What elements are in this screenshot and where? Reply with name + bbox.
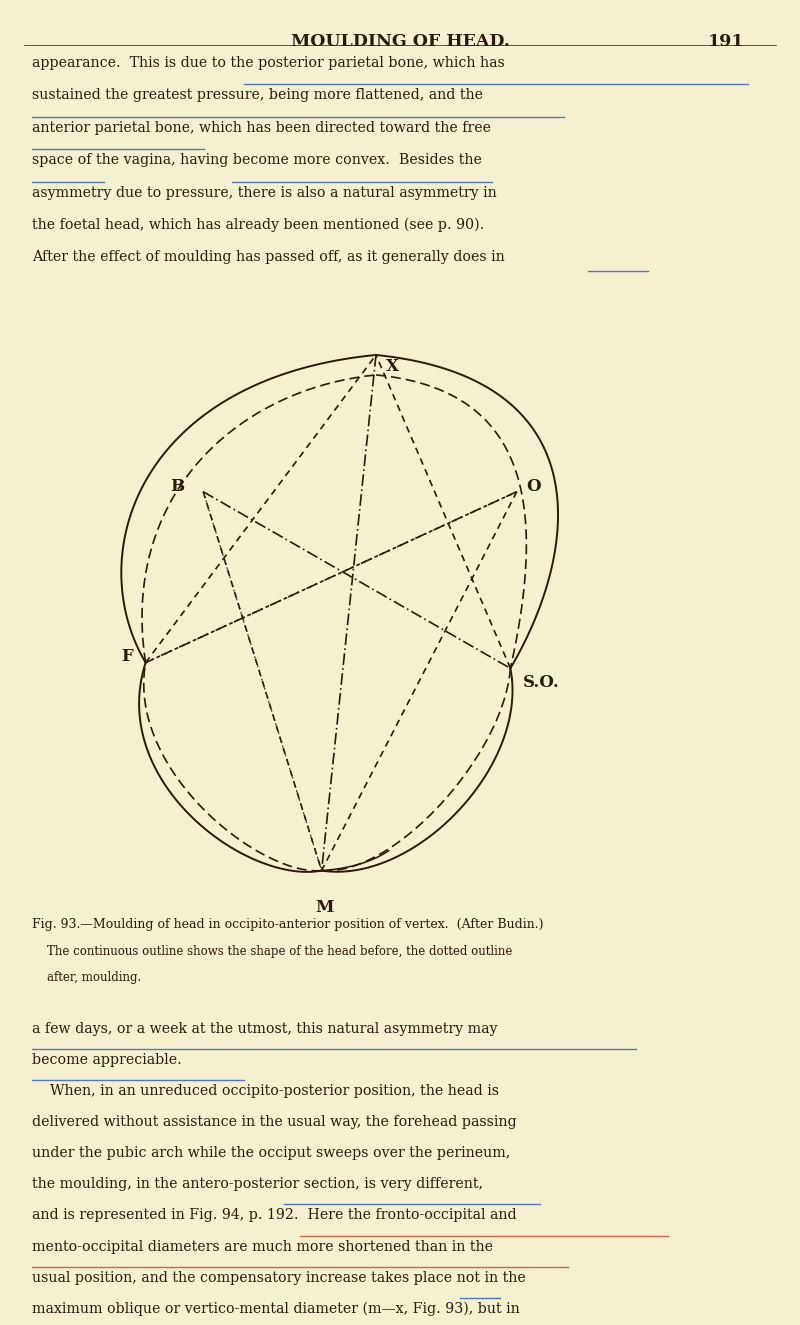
Text: When, in an unreduced occipito-posterior position, the head is: When, in an unreduced occipito-posterior… (32, 1084, 499, 1098)
Text: become appreciable.: become appreciable. (32, 1052, 182, 1067)
Text: delivered without assistance in the usual way, the forehead passing: delivered without assistance in the usua… (32, 1116, 517, 1129)
Text: O: O (526, 477, 541, 494)
Text: MOULDING OF HEAD.: MOULDING OF HEAD. (290, 33, 510, 50)
Text: and is represented in Fig. 94, p. 192.  Here the fronto-occipital and: and is represented in Fig. 94, p. 192. H… (32, 1208, 517, 1223)
Text: appearance.  This is due to the posterior parietal bone, which has: appearance. This is due to the posterior… (32, 56, 505, 70)
Text: space of the vagina, having become more convex.  Besides the: space of the vagina, having become more … (32, 154, 482, 167)
Text: anterior parietal bone, which has been directed toward the free: anterior parietal bone, which has been d… (32, 121, 491, 135)
Text: after, moulding.: after, moulding. (32, 971, 142, 984)
Text: the foetal head, which has already been mentioned (see p. 90).: the foetal head, which has already been … (32, 219, 484, 232)
Text: F: F (121, 648, 133, 665)
Text: Fig. 93.—Moulding of head in occipito-anterior position of vertex.  (After Budin: Fig. 93.—Moulding of head in occipito-an… (32, 918, 543, 931)
Text: under the pubic arch while the occiput sweeps over the perineum,: under the pubic arch while the occiput s… (32, 1146, 510, 1161)
Text: The continuous outline shows the shape of the head before, the dotted outline: The continuous outline shows the shape o… (32, 945, 512, 958)
Text: maximum oblique or vertico-mental diameter (m—x, Fig. 93), but in: maximum oblique or vertico-mental diamet… (32, 1301, 520, 1316)
Text: sustained the greatest pressure, being more flattened, and the: sustained the greatest pressure, being m… (32, 87, 483, 102)
Text: M: M (316, 900, 334, 916)
Text: S.O.: S.O. (523, 674, 560, 692)
Text: B: B (170, 477, 184, 494)
Text: After the effect of moulding has passed off, as it generally does in: After the effect of moulding has passed … (32, 250, 505, 265)
Text: usual position, and the compensatory increase takes place not in the: usual position, and the compensatory inc… (32, 1271, 526, 1285)
Text: X: X (386, 358, 398, 375)
Text: 191: 191 (707, 33, 744, 50)
Text: asymmetry due to pressure, there is also a natural asymmetry in: asymmetry due to pressure, there is also… (32, 186, 497, 200)
Text: the moulding, in the antero-posterior section, is very different,: the moulding, in the antero-posterior se… (32, 1177, 483, 1191)
Text: mento-occipital diameters are much more shortened than in the: mento-occipital diameters are much more … (32, 1240, 493, 1253)
Text: a few days, or a week at the utmost, this natural asymmetry may: a few days, or a week at the utmost, thi… (32, 1022, 498, 1036)
